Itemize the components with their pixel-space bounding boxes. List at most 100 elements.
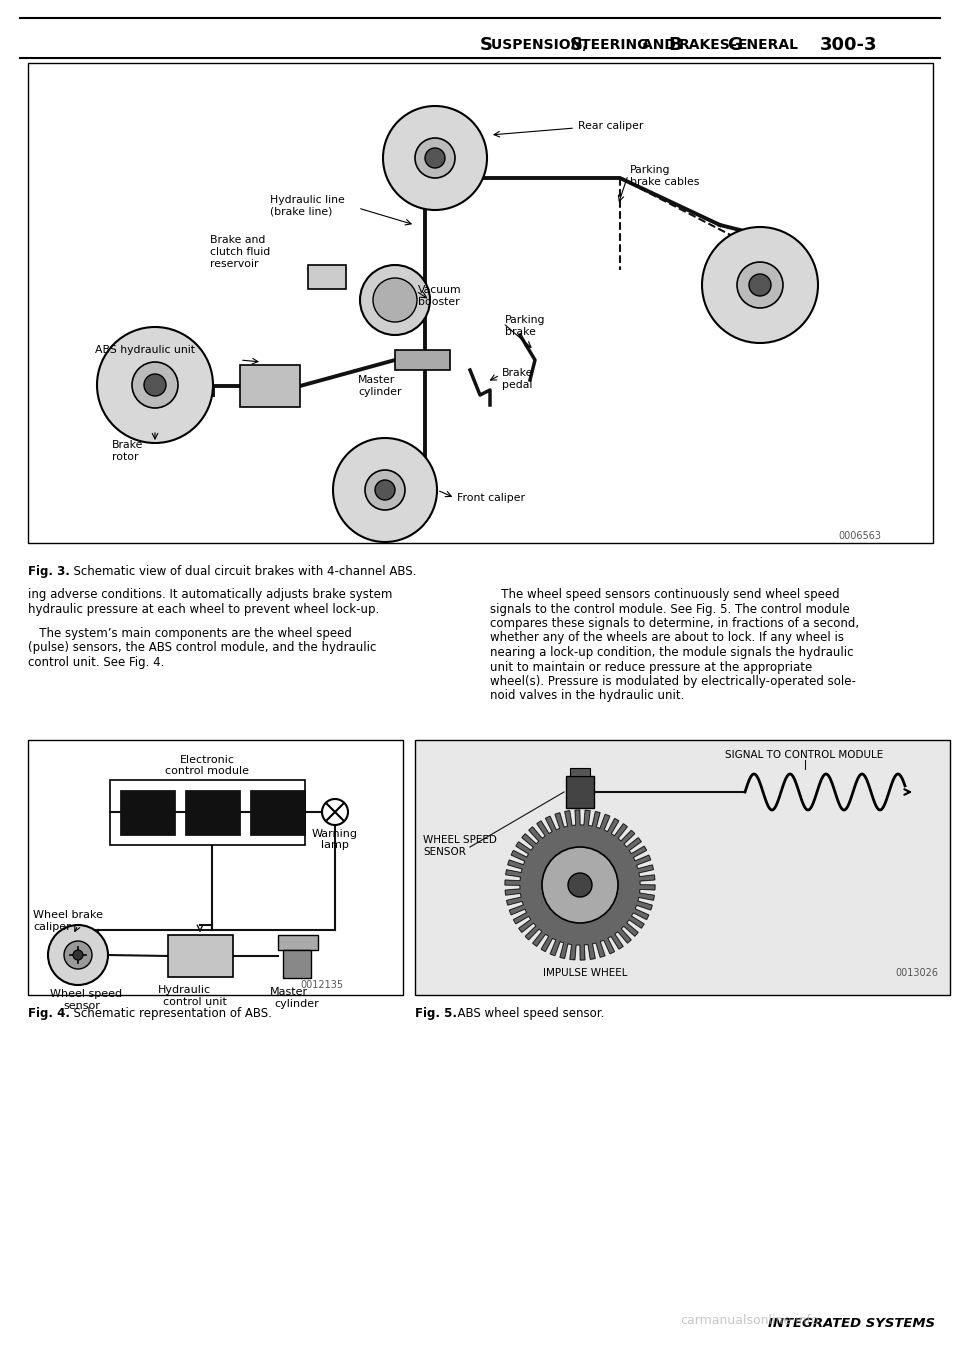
Circle shape xyxy=(568,873,592,897)
Bar xyxy=(28,62,933,543)
Text: ABS wheel speed sensor.: ABS wheel speed sensor. xyxy=(450,1007,605,1020)
Circle shape xyxy=(383,106,487,210)
Bar xyxy=(415,740,950,995)
Text: pedal: pedal xyxy=(502,380,533,389)
Bar xyxy=(250,790,305,835)
Bar xyxy=(168,935,233,977)
Circle shape xyxy=(144,375,166,396)
Text: compares these signals to determine, in fractions of a second,: compares these signals to determine, in … xyxy=(490,617,859,630)
Text: ABS hydraulic unit: ABS hydraulic unit xyxy=(95,345,195,356)
Text: Hydraulic line: Hydraulic line xyxy=(270,195,345,205)
Text: S: S xyxy=(570,37,583,54)
Text: Rear caliper: Rear caliper xyxy=(578,121,643,132)
Circle shape xyxy=(132,362,178,408)
Text: Hydraulic: Hydraulic xyxy=(158,985,211,995)
Text: ing adverse conditions. It automatically adjusts brake system: ing adverse conditions. It automatically… xyxy=(28,588,393,601)
Text: wheel(s). Pressure is modulated by electrically-operated sole-: wheel(s). Pressure is modulated by elect… xyxy=(490,674,856,688)
Text: Wheel brake: Wheel brake xyxy=(33,911,103,920)
Text: Fig. 4.: Fig. 4. xyxy=(28,1007,70,1020)
Text: noid valves in the hydraulic unit.: noid valves in the hydraulic unit. xyxy=(490,689,684,703)
Text: Master: Master xyxy=(358,375,396,385)
Text: carmanualsonline.info: carmanualsonline.info xyxy=(681,1314,819,1327)
Text: unit to maintain or reduce pressure at the appropriate: unit to maintain or reduce pressure at t… xyxy=(490,661,812,673)
Text: reservoir: reservoir xyxy=(210,259,258,269)
Circle shape xyxy=(365,470,405,510)
Text: sensor: sensor xyxy=(63,1001,100,1011)
Text: Master: Master xyxy=(270,987,308,997)
Bar xyxy=(240,365,300,407)
Text: Wheel speed: Wheel speed xyxy=(50,989,122,999)
Text: 0012135: 0012135 xyxy=(300,980,343,991)
Bar xyxy=(120,790,175,835)
Circle shape xyxy=(333,438,437,541)
Text: INTEGRATED SYSTEMS: INTEGRATED SYSTEMS xyxy=(768,1318,935,1330)
Text: 300-3: 300-3 xyxy=(820,37,877,54)
Bar xyxy=(570,768,590,776)
Text: The wheel speed sensors continuously send wheel speed: The wheel speed sensors continuously sen… xyxy=(490,588,840,601)
Text: Schematic view of dual circuit brakes with 4-channel ABS.: Schematic view of dual circuit brakes wi… xyxy=(66,565,417,578)
Text: brake: brake xyxy=(505,327,536,337)
Text: control unit. See Fig. 4.: control unit. See Fig. 4. xyxy=(28,655,164,669)
Text: Brake and: Brake and xyxy=(210,235,265,246)
Text: (pulse) sensors, the ABS control module, and the hydraulic: (pulse) sensors, the ABS control module,… xyxy=(28,642,376,654)
Text: TEERING: TEERING xyxy=(581,38,654,52)
Text: rotor: rotor xyxy=(112,452,138,461)
Text: Vacuum: Vacuum xyxy=(418,285,462,294)
Text: IMPULSE WHEEL: IMPULSE WHEEL xyxy=(542,968,627,978)
Text: clutch fluid: clutch fluid xyxy=(210,247,271,256)
Text: whether any of the wheels are about to lock. If any wheel is: whether any of the wheels are about to l… xyxy=(490,631,844,645)
Text: Parking: Parking xyxy=(505,315,545,324)
Circle shape xyxy=(737,262,783,308)
Circle shape xyxy=(702,227,818,343)
Text: Schematic representation of ABS.: Schematic representation of ABS. xyxy=(66,1007,272,1020)
Circle shape xyxy=(322,799,348,825)
Text: hydraulic pressure at each wheel to prevent wheel lock-up.: hydraulic pressure at each wheel to prev… xyxy=(28,603,379,616)
Bar xyxy=(308,265,346,289)
Circle shape xyxy=(64,940,92,969)
Polygon shape xyxy=(505,810,655,959)
Text: USPENSION,: USPENSION, xyxy=(491,38,592,52)
Circle shape xyxy=(425,148,445,168)
Circle shape xyxy=(415,138,455,178)
Text: Warning: Warning xyxy=(312,829,358,839)
Circle shape xyxy=(97,327,213,442)
Text: AND: AND xyxy=(642,38,681,52)
Text: WHEEL SPEED: WHEEL SPEED xyxy=(423,835,497,845)
Text: SENSOR: SENSOR xyxy=(423,847,466,858)
Text: RAKES–: RAKES– xyxy=(679,38,737,52)
Text: cylinder: cylinder xyxy=(274,999,319,1010)
Text: Fig. 3.: Fig. 3. xyxy=(28,565,70,578)
Text: Fig. 5.: Fig. 5. xyxy=(415,1007,457,1020)
Circle shape xyxy=(48,925,108,985)
Bar xyxy=(278,935,318,950)
Text: Brake: Brake xyxy=(112,440,143,451)
Circle shape xyxy=(73,950,83,959)
Circle shape xyxy=(375,480,395,499)
Text: 0006563: 0006563 xyxy=(838,531,881,541)
Text: G: G xyxy=(727,37,742,54)
Text: B: B xyxy=(668,37,682,54)
Bar xyxy=(566,776,594,807)
Bar xyxy=(185,790,240,835)
Text: S: S xyxy=(480,37,493,54)
Text: SIGNAL TO CONTROL MODULE: SIGNAL TO CONTROL MODULE xyxy=(725,750,883,760)
Text: Brake: Brake xyxy=(502,368,534,379)
Text: Parking: Parking xyxy=(630,166,670,175)
Circle shape xyxy=(360,265,430,335)
Circle shape xyxy=(373,278,417,322)
Text: lamp: lamp xyxy=(321,840,348,849)
Text: cylinder: cylinder xyxy=(358,387,401,398)
Circle shape xyxy=(749,274,771,296)
Text: booster: booster xyxy=(418,297,460,307)
Text: The system’s main components are the wheel speed: The system’s main components are the whe… xyxy=(28,627,352,641)
Text: Electronic: Electronic xyxy=(180,754,234,765)
Bar xyxy=(110,780,305,845)
Text: caliper: caliper xyxy=(33,921,71,932)
Text: signals to the control module. See Fig. 5. The control module: signals to the control module. See Fig. … xyxy=(490,603,850,616)
Text: control unit: control unit xyxy=(163,997,227,1007)
Bar xyxy=(28,740,403,995)
Bar xyxy=(395,350,450,370)
Text: (brake line): (brake line) xyxy=(270,208,332,217)
Circle shape xyxy=(542,847,618,923)
Text: nearing a lock-up condition, the module signals the hydraulic: nearing a lock-up condition, the module … xyxy=(490,646,853,660)
